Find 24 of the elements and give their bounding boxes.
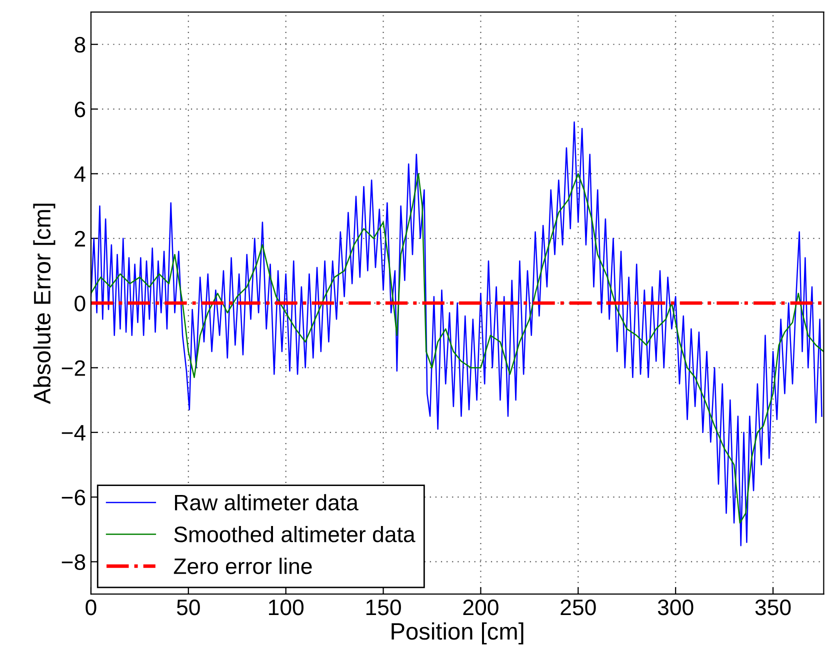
x-tick-label: 50 bbox=[176, 600, 200, 616]
legend-label: Smoothed altimeter data bbox=[174, 526, 416, 542]
y-tick-label: 4 bbox=[74, 166, 86, 182]
x-tick-label: 100 bbox=[269, 600, 304, 616]
y-tick-label: 2 bbox=[74, 230, 85, 246]
y-tick-label: −6 bbox=[62, 490, 86, 506]
x-tick-label: 250 bbox=[560, 600, 596, 616]
y-tick-label: 8 bbox=[74, 36, 86, 53]
y-tick-label: −4 bbox=[62, 425, 86, 440]
y-tick-label: −2 bbox=[62, 360, 85, 376]
y-tick-label: −8 bbox=[62, 554, 86, 570]
line-series bbox=[90, 121, 822, 546]
legend-label: Zero error line bbox=[174, 558, 312, 574]
x-tick-label: 300 bbox=[658, 600, 694, 616]
line-series bbox=[90, 173, 824, 524]
x-tick-label: 0 bbox=[86, 600, 96, 616]
x-axis-title: Position [cm] bbox=[392, 622, 524, 644]
y-tick-label: 0 bbox=[74, 296, 86, 312]
x-tick-label: 350 bbox=[755, 600, 791, 616]
x-tick-label: 150 bbox=[366, 600, 401, 616]
y-axis-title: Absolute Error [cm] bbox=[33, 204, 56, 404]
y-tick-label: 6 bbox=[74, 102, 86, 118]
legend-label: Raw altimeter data bbox=[175, 494, 358, 510]
x-tick-label: 200 bbox=[463, 600, 498, 616]
